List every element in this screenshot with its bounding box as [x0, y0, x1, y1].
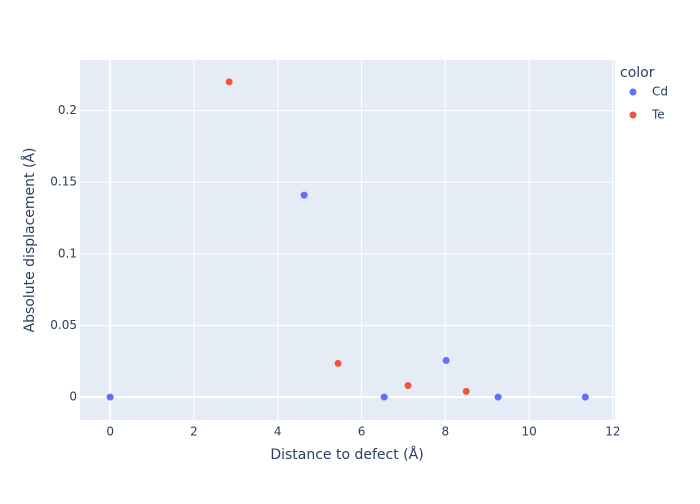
point — [581, 393, 589, 401]
legend-label: Cd — [652, 85, 668, 99]
point — [494, 393, 502, 401]
x-tick-label: 12 — [605, 425, 620, 439]
point — [334, 359, 342, 367]
legend-title: color — [620, 65, 655, 81]
point — [380, 393, 388, 401]
y-tick-label: 0.15 — [50, 175, 77, 189]
y-tick-label: 0.1 — [58, 246, 77, 260]
y-tick-label: 0 — [69, 390, 77, 404]
legend-label: Te — [651, 108, 665, 122]
point — [300, 191, 308, 199]
x-tick-label: 0 — [106, 425, 114, 439]
point — [225, 78, 233, 86]
x-tick-label: 8 — [442, 425, 450, 439]
point — [404, 382, 412, 390]
x-tick-label: 6 — [358, 425, 366, 439]
point — [106, 393, 114, 401]
x-tick-label: 2 — [190, 425, 198, 439]
y-tick-label: 0.05 — [50, 318, 77, 332]
legend-marker — [629, 111, 637, 119]
legend-marker — [629, 88, 637, 96]
x-tick-label: 4 — [274, 425, 282, 439]
point — [462, 387, 470, 395]
x-tick-label: 10 — [521, 425, 536, 439]
plot-area — [80, 60, 615, 420]
point — [442, 357, 450, 365]
y-axis-label: Absolute displacement (Å) — [21, 148, 38, 333]
x-axis-label: Distance to defect (Å) — [270, 446, 423, 463]
y-tick-label: 0.2 — [58, 103, 77, 117]
